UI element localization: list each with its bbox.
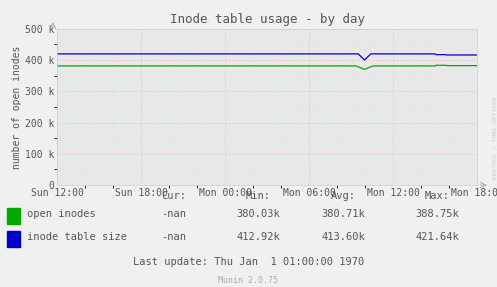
Text: -nan: -nan xyxy=(162,232,186,242)
Title: Inode table usage - by day: Inode table usage - by day xyxy=(169,13,365,26)
Text: 380.03k: 380.03k xyxy=(237,209,280,219)
Text: 388.75k: 388.75k xyxy=(415,209,459,219)
Text: inode table size: inode table size xyxy=(27,232,127,242)
Text: Avg:: Avg: xyxy=(331,191,355,201)
Text: Cur:: Cur: xyxy=(162,191,186,201)
Text: open inodes: open inodes xyxy=(27,209,96,219)
Text: RRDTOOL / TOBI OETIKER: RRDTOOL / TOBI OETIKER xyxy=(492,96,497,179)
Text: 413.60k: 413.60k xyxy=(321,232,365,242)
Text: 412.92k: 412.92k xyxy=(237,232,280,242)
Text: 380.71k: 380.71k xyxy=(321,209,365,219)
Text: Munin 2.0.75: Munin 2.0.75 xyxy=(219,276,278,285)
Text: 421.64k: 421.64k xyxy=(415,232,459,242)
Text: -nan: -nan xyxy=(162,209,186,219)
Text: Max:: Max: xyxy=(425,191,450,201)
Text: Min:: Min: xyxy=(246,191,271,201)
Y-axis label: number of open inodes: number of open inodes xyxy=(12,45,22,168)
Text: Last update: Thu Jan  1 01:00:00 1970: Last update: Thu Jan 1 01:00:00 1970 xyxy=(133,257,364,267)
